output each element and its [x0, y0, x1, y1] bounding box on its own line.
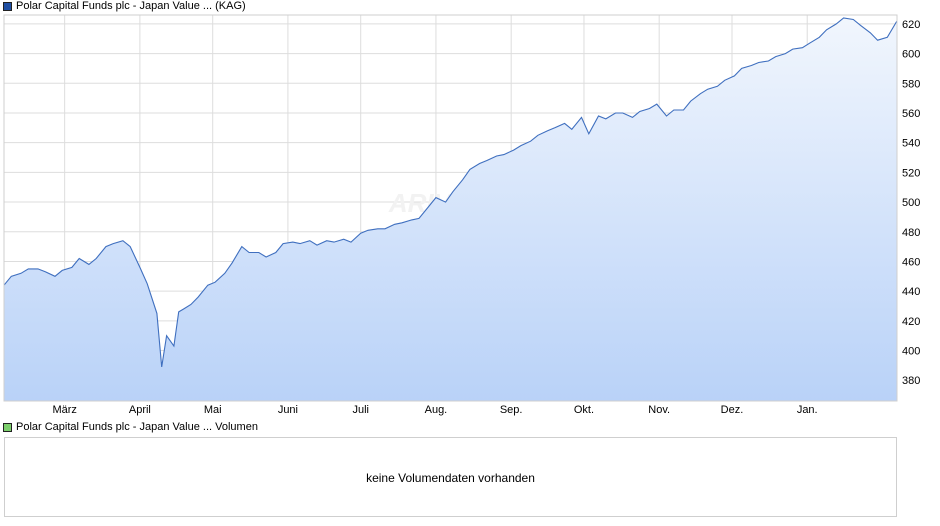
plot-frame [3, 14, 898, 402]
x-tick-label: Okt. [574, 404, 594, 416]
price-line [3, 17, 898, 367]
price-legend: Polar Capital Funds plc - Japan Value ..… [3, 0, 246, 13]
x-tick-label: Dez. [721, 404, 744, 416]
x-tick-label: Juli [352, 404, 369, 416]
price-series-swatch [3, 2, 12, 11]
y-tick-label: 540 [902, 138, 920, 150]
x-tick-label: Jan. [797, 404, 818, 416]
x-tick-label: Aug. [425, 404, 448, 416]
volume-legend-label: Polar Capital Funds plc - Japan Value ..… [16, 421, 258, 433]
volume-panel: keine Volumendaten vorhanden [4, 437, 897, 517]
y-tick-label: 400 [902, 346, 920, 358]
x-tick-label: März [52, 404, 76, 416]
y-tick-label: 480 [902, 227, 920, 239]
y-tick-label: 380 [902, 375, 920, 387]
price-legend-label: Polar Capital Funds plc - Japan Value ..… [16, 0, 246, 12]
x-tick-label: Nov. [648, 404, 670, 416]
volume-series-swatch [3, 423, 12, 432]
y-axis-labels: 380 400 420 440 460 480 500 520 540 560 580 600 620 [902, 19, 920, 387]
x-tick-label: Sep. [500, 404, 523, 416]
no-volume-message: keine Volumendaten vorhanden [366, 471, 535, 485]
x-axis-labels: März April Mai Juni Juli Aug. Sep. Okt. Nov. Dez.… [52, 404, 817, 416]
y-tick-label: 460 [902, 256, 920, 268]
y-tick-label: 420 [902, 316, 920, 328]
price-chart: ARIVA.DE 3804004204404604805005205405605… [3, 14, 920, 416]
x-tick-label: Juni [278, 404, 298, 416]
volume-legend: Polar Capital Funds plc - Japan Value ..… [3, 421, 258, 434]
y-tick-label: 500 [902, 197, 920, 209]
y-tick-label: 620 [902, 19, 920, 31]
y-tick-label: 440 [902, 286, 920, 298]
y-tick-label: 560 [902, 108, 920, 120]
x-tick-label: Mai [204, 404, 222, 416]
x-tick-label: April [129, 404, 151, 416]
y-tick-label: 580 [902, 78, 920, 90]
price-area-fill [4, 18, 897, 401]
y-tick-label: 600 [902, 49, 920, 61]
y-tick-label: 520 [902, 167, 920, 179]
